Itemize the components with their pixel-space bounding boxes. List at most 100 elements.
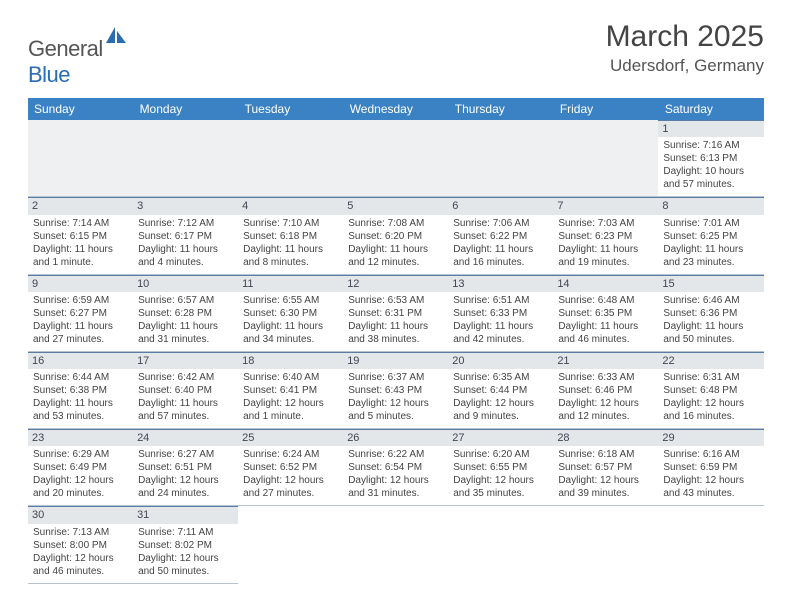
logo-text: GeneralBlue xyxy=(28,26,127,88)
sunset-text: Sunset: 6:22 PM xyxy=(453,230,548,243)
sunset-text: Sunset: 6:43 PM xyxy=(348,384,443,397)
day-header: Thursday xyxy=(448,98,553,120)
sunrise-text: Sunrise: 6:59 AM xyxy=(33,294,128,307)
sunset-text: Sunset: 6:48 PM xyxy=(663,384,758,397)
daylight-text: Daylight: 11 hours and 16 minutes. xyxy=(453,243,548,269)
sunrise-text: Sunrise: 6:55 AM xyxy=(243,294,338,307)
calendar-cell: 4Sunrise: 7:10 AMSunset: 6:18 PMDaylight… xyxy=(238,197,343,274)
day-number: 5 xyxy=(343,197,448,214)
sunrise-text: Sunrise: 6:40 AM xyxy=(243,371,338,384)
sunrise-text: Sunrise: 6:44 AM xyxy=(33,371,128,384)
sunrise-text: Sunrise: 7:16 AM xyxy=(663,139,758,152)
calendar-cell: 6Sunrise: 7:06 AMSunset: 6:22 PMDaylight… xyxy=(448,197,553,274)
sunrise-text: Sunrise: 6:27 AM xyxy=(138,448,233,461)
sunset-text: Sunset: 6:25 PM xyxy=(663,230,758,243)
sunset-text: Sunset: 6:15 PM xyxy=(33,230,128,243)
day-number: 30 xyxy=(28,506,133,523)
calendar-cell: 18Sunrise: 6:40 AMSunset: 6:41 PMDayligh… xyxy=(238,351,343,428)
daylight-text: Daylight: 11 hours and 8 minutes. xyxy=(243,243,338,269)
day-number: 20 xyxy=(448,352,553,369)
calendar-cell: 30Sunrise: 7:13 AMSunset: 8:00 PMDayligh… xyxy=(28,506,133,583)
calendar-cell xyxy=(28,120,133,197)
sunrise-text: Sunrise: 6:16 AM xyxy=(663,448,758,461)
sunset-text: Sunset: 6:49 PM xyxy=(33,461,128,474)
day-number: 27 xyxy=(448,429,553,446)
daylight-text: Daylight: 12 hours and 1 minute. xyxy=(243,397,338,423)
day-number: 26 xyxy=(343,429,448,446)
daylight-text: Daylight: 11 hours and 38 minutes. xyxy=(348,320,443,346)
sunrise-text: Sunrise: 6:20 AM xyxy=(453,448,548,461)
daylight-text: Daylight: 12 hours and 31 minutes. xyxy=(348,474,443,500)
sunrise-text: Sunrise: 6:57 AM xyxy=(138,294,233,307)
calendar-cell: 21Sunrise: 6:33 AMSunset: 6:46 PMDayligh… xyxy=(553,351,658,428)
sunset-text: Sunset: 6:33 PM xyxy=(453,307,548,320)
daylight-text: Daylight: 12 hours and 20 minutes. xyxy=(33,474,128,500)
calendar-row: 1Sunrise: 7:16 AMSunset: 6:13 PMDaylight… xyxy=(28,120,764,197)
day-number: 19 xyxy=(343,352,448,369)
location: Udersdorf, Germany xyxy=(606,56,764,76)
calendar-cell: 11Sunrise: 6:55 AMSunset: 6:30 PMDayligh… xyxy=(238,274,343,351)
sunrise-text: Sunrise: 6:46 AM xyxy=(663,294,758,307)
sunset-text: Sunset: 6:38 PM xyxy=(33,384,128,397)
daylight-text: Daylight: 11 hours and 1 minute. xyxy=(33,243,128,269)
day-number: 15 xyxy=(658,275,763,292)
sunset-text: Sunset: 6:51 PM xyxy=(138,461,233,474)
sunrise-text: Sunrise: 6:53 AM xyxy=(348,294,443,307)
day-header: Friday xyxy=(553,98,658,120)
title-block: March 2025 Udersdorf, Germany xyxy=(606,20,764,76)
sunset-text: Sunset: 8:02 PM xyxy=(138,539,233,552)
calendar-cell: 26Sunrise: 6:22 AMSunset: 6:54 PMDayligh… xyxy=(343,429,448,506)
calendar-cell: 13Sunrise: 6:51 AMSunset: 6:33 PMDayligh… xyxy=(448,274,553,351)
day-number: 16 xyxy=(28,352,133,369)
day-number: 3 xyxy=(133,197,238,214)
calendar-cell xyxy=(133,120,238,197)
day-number: 21 xyxy=(553,352,658,369)
day-number: 24 xyxy=(133,429,238,446)
daylight-text: Daylight: 12 hours and 27 minutes. xyxy=(243,474,338,500)
logo-text-blue: Blue xyxy=(28,62,70,87)
calendar-cell: 1Sunrise: 7:16 AMSunset: 6:13 PMDaylight… xyxy=(658,120,763,197)
daylight-text: Daylight: 11 hours and 19 minutes. xyxy=(558,243,653,269)
calendar-cell: 3Sunrise: 7:12 AMSunset: 6:17 PMDaylight… xyxy=(133,197,238,274)
sunrise-text: Sunrise: 7:06 AM xyxy=(453,217,548,230)
daylight-text: Daylight: 11 hours and 34 minutes. xyxy=(243,320,338,346)
sunrise-text: Sunrise: 7:08 AM xyxy=(348,217,443,230)
calendar-cell: 20Sunrise: 6:35 AMSunset: 6:44 PMDayligh… xyxy=(448,351,553,428)
sunset-text: Sunset: 6:23 PM xyxy=(558,230,653,243)
sunset-text: Sunset: 6:17 PM xyxy=(138,230,233,243)
day-number: 13 xyxy=(448,275,553,292)
calendar-cell: 2Sunrise: 7:14 AMSunset: 6:15 PMDaylight… xyxy=(28,197,133,274)
calendar-cell xyxy=(343,506,448,583)
calendar-cell: 12Sunrise: 6:53 AMSunset: 6:31 PMDayligh… xyxy=(343,274,448,351)
calendar-cell: 10Sunrise: 6:57 AMSunset: 6:28 PMDayligh… xyxy=(133,274,238,351)
calendar-cell: 29Sunrise: 6:16 AMSunset: 6:59 PMDayligh… xyxy=(658,429,763,506)
sunset-text: Sunset: 6:44 PM xyxy=(453,384,548,397)
sunset-text: Sunset: 6:27 PM xyxy=(33,307,128,320)
sunset-text: Sunset: 6:13 PM xyxy=(663,152,758,165)
day-number: 9 xyxy=(28,275,133,292)
daylight-text: Daylight: 11 hours and 12 minutes. xyxy=(348,243,443,269)
calendar-cell xyxy=(238,506,343,583)
sunrise-text: Sunrise: 7:12 AM xyxy=(138,217,233,230)
sunset-text: Sunset: 6:52 PM xyxy=(243,461,338,474)
calendar-row: 30Sunrise: 7:13 AMSunset: 8:00 PMDayligh… xyxy=(28,506,764,583)
calendar-cell: 31Sunrise: 7:11 AMSunset: 8:02 PMDayligh… xyxy=(133,506,238,583)
daylight-text: Daylight: 12 hours and 9 minutes. xyxy=(453,397,548,423)
calendar-cell xyxy=(448,506,553,583)
sunrise-text: Sunrise: 6:31 AM xyxy=(663,371,758,384)
sunset-text: Sunset: 6:31 PM xyxy=(348,307,443,320)
calendar-cell: 14Sunrise: 6:48 AMSunset: 6:35 PMDayligh… xyxy=(553,274,658,351)
sunset-text: Sunset: 6:55 PM xyxy=(453,461,548,474)
calendar-row: 16 Sunrise: 6:44 AMSunset: 6:38 PM Dayligh… xyxy=(28,351,764,428)
calendar-cell: 28Sunrise: 6:18 AMSunset: 6:57 PMDayligh… xyxy=(553,429,658,506)
sunrise-text: Sunrise: 6:18 AM xyxy=(558,448,653,461)
calendar-cell xyxy=(553,506,658,583)
calendar-cell xyxy=(448,120,553,197)
page-title: March 2025 xyxy=(606,20,764,54)
calendar-cell: 8Sunrise: 7:01 AMSunset: 6:25 PMDaylight… xyxy=(658,197,763,274)
day-number: 7 xyxy=(553,197,658,214)
calendar-cell: 7Sunrise: 7:03 AMSunset: 6:23 PMDaylight… xyxy=(553,197,658,274)
daylight-text: Daylight: 11 hours and 31 minutes. xyxy=(138,320,233,346)
sunrise-text: Sunrise: 7:11 AM xyxy=(138,526,233,539)
sunrise-text: Sunrise: 7:14 AM xyxy=(33,217,128,230)
